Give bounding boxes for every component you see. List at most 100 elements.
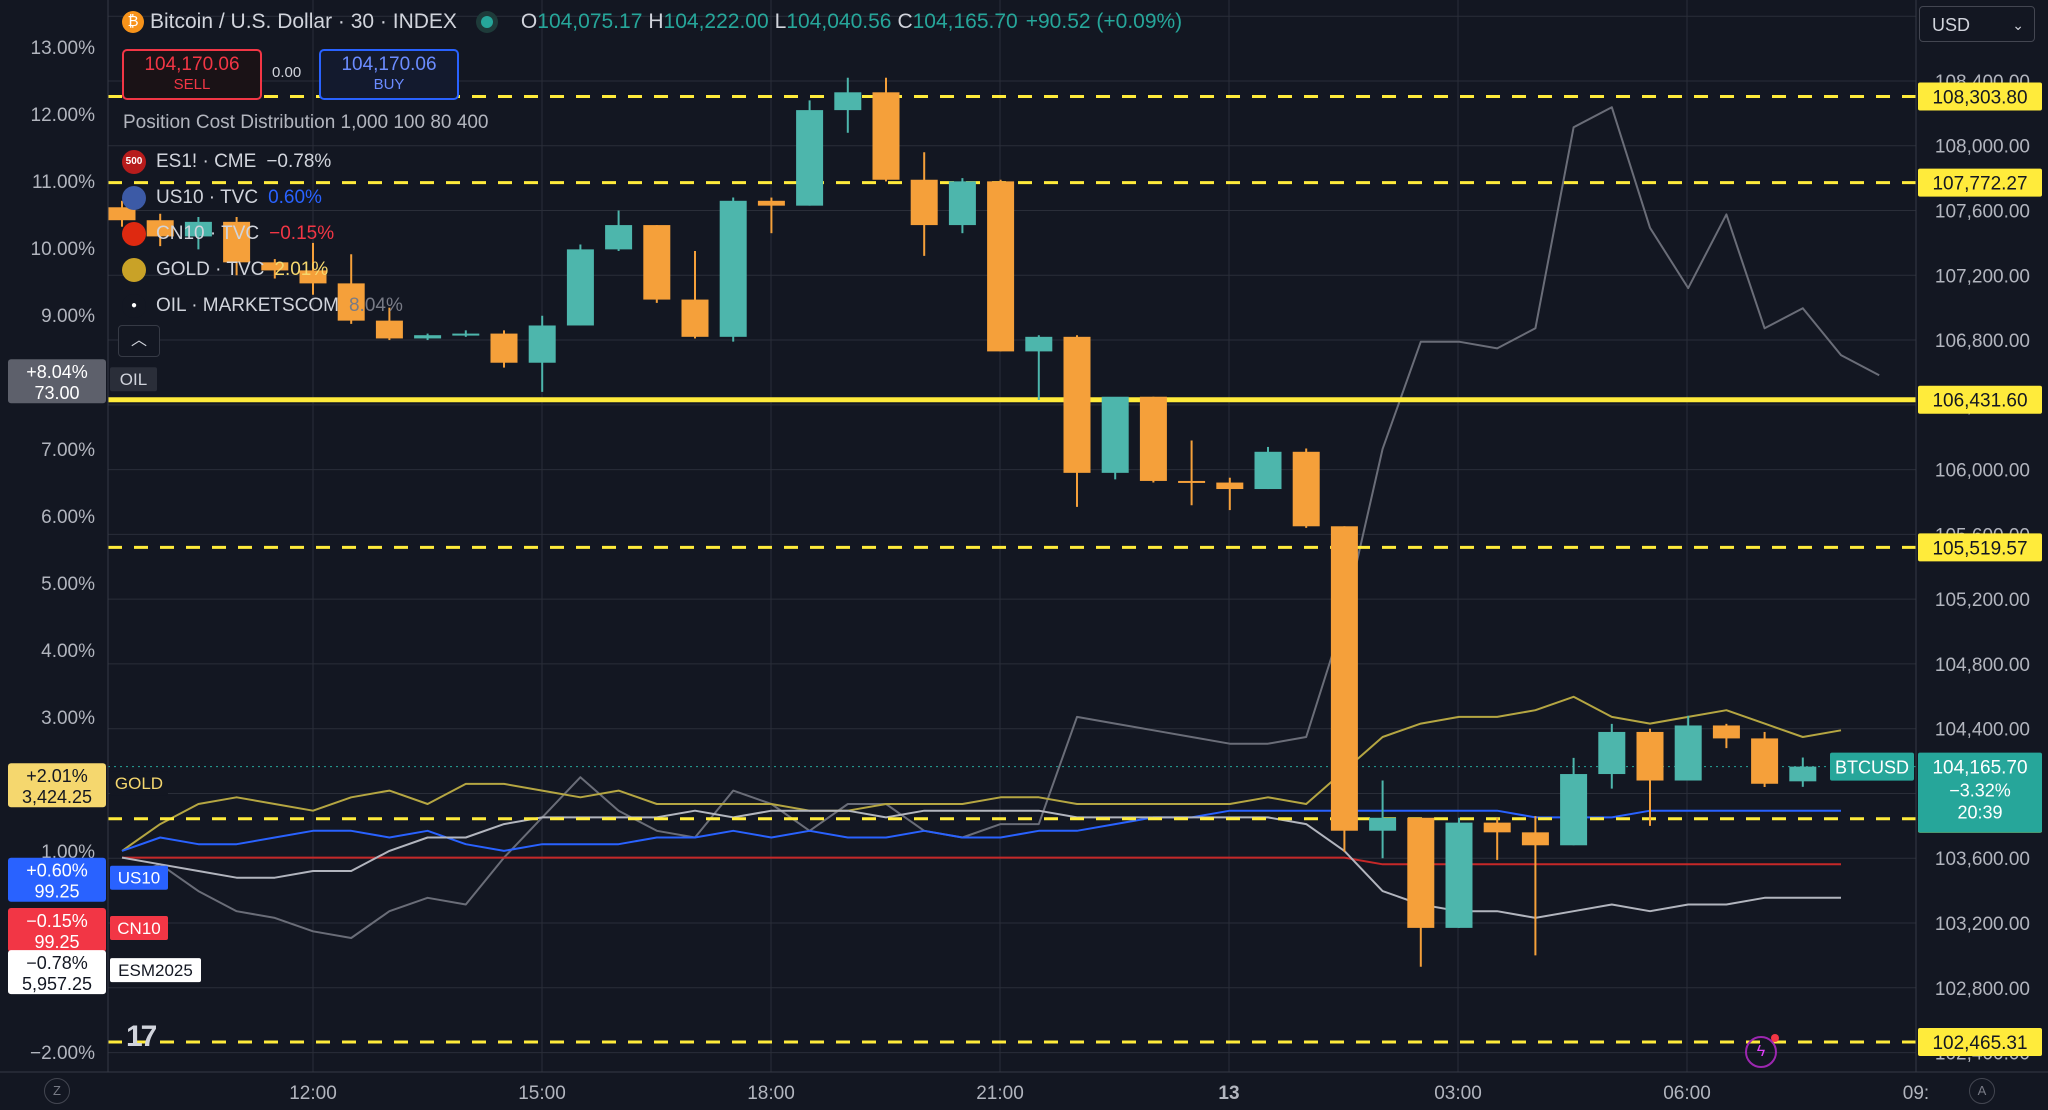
y-tick-label-percent: 7.00% [41,440,95,461]
compare-symbol-row[interactable]: ● OIL · MARKETSCOM 8.04% [122,288,403,324]
candle-body [490,333,518,363]
y-tick-label-percent: 1.00% [41,842,95,863]
compare-line-esm2025 [121,809,1841,919]
y-tick-label-price: 102,800.00 [1935,979,2030,1000]
oil-drop-icon: ● [122,294,146,318]
sell-button[interactable]: 104,170.06 SELL [122,49,262,100]
low-label: L [774,10,787,33]
market-status-icon [480,16,493,29]
y-tick-label-percent: 3.00% [41,708,95,729]
candle-body [1369,817,1397,831]
candle-body [872,92,900,180]
change-value: +90.52 (+0.09%) [1025,10,1183,33]
left-badge-tag: US10 [118,869,161,888]
price-line-label-bg [1918,533,2042,562]
candle-body [1445,822,1473,928]
open-label: O [520,10,538,33]
compare-symbol-name: ES1! · CME [156,151,257,172]
lightning-icon[interactable]: ϟ [1745,1034,1779,1068]
left-badge-tag-bg [110,367,157,392]
price-line-label-bg [1918,385,2042,414]
y-tick-label-percent: 10.00% [31,239,96,260]
y-tick-label-percent: 5.00% [41,574,95,595]
collapse-legend-button[interactable]: ︿ [118,325,160,357]
compare-symbol-change: 8.04% [348,295,403,316]
y-tick-label-percent: 4.00% [41,641,95,662]
compare-line-us10 [121,809,1841,852]
auto-scale-button[interactable]: A [1969,1078,1995,1104]
y-tick-label-percent: 13.00% [31,38,96,59]
left-badge-tag: GOLD [115,774,163,793]
candle-body [719,200,747,337]
candle-body [299,270,327,284]
us-flag-icon [122,186,146,210]
last-price-label-bg [1918,752,2042,833]
compare-symbol-name: CN10 · TVC [156,223,260,244]
y-tick-label-percent: 12.00% [31,105,96,126]
candle-body [1521,832,1549,846]
price-line-label-bg [1918,1027,2042,1056]
candle-body [566,249,594,326]
last-price-value: 104,165.70 [1932,758,2027,779]
sp500-icon: 500 [122,150,146,174]
left-badge-value: 5,957.25 [22,974,92,994]
spread-value: 0.00 [272,64,302,81]
y-tick-label-percent: 9.00% [41,306,95,327]
candle-body [834,92,862,111]
left-badge-bg [8,857,106,902]
bitcoin-icon: ₿ [122,11,144,34]
candle-body [337,283,365,321]
compare-symbol-change: 2.01% [274,259,329,280]
last-price-symbol-bg [1830,752,1914,781]
candle-body [414,335,442,339]
compare-symbol-row[interactable]: US10 · TVC 0.60% [122,180,403,216]
compare-symbol-row[interactable]: CN10 · TVC −0.15% [122,216,403,252]
candle-body [375,320,403,339]
left-badge-tag-bg [110,771,168,796]
position-cost-distribution[interactable]: Position Cost Distribution 1,000 100 80 … [123,112,489,133]
candle-body [1598,731,1626,775]
last-price-countdown: 20:39 [1957,803,2002,823]
compare-symbol-name: US10 · TVC [156,187,259,208]
candle-body [1712,725,1740,739]
y-tick-label-percent: −2.00% [30,1043,95,1064]
sell-label: SELL [173,76,211,93]
left-badge-value: 73.00 [34,383,79,403]
left-badge-percent: −0.15% [26,911,88,931]
compare-symbol-row[interactable]: GOLD · TVC 2.01% [122,252,403,288]
left-badge-tag: ESM2025 [118,961,193,980]
compare-symbol-row[interactable]: 500 ES1! · CME −0.78% [122,144,403,180]
x-tick-label: 03:00 [1434,1083,1482,1104]
x-tick-label: 06:00 [1663,1083,1711,1104]
symbol-legend: ₿ Bitcoin / U.S. Dollar · 30 · INDEX O 104,… [122,10,1182,34]
left-badge-bg [8,763,106,808]
candle-body [1789,766,1817,782]
candle-body [1483,822,1511,833]
candle-body [1139,396,1167,481]
candle-body [1330,526,1358,831]
left-badge-value: 99.25 [34,882,79,902]
left-badge-percent: +2.01% [26,766,88,786]
chevron-up-icon: ︿ [130,332,147,349]
left-badge-bg [8,907,106,952]
candle-body [1751,738,1779,784]
close-value: 104,165.70 [912,10,1018,33]
candle-body [1101,396,1129,473]
left-badge-percent: +0.60% [26,861,88,881]
x-tick-label: 12:00 [289,1083,337,1104]
candle-body [223,221,251,263]
close-label: C [897,10,913,33]
timezone-button[interactable]: Z [44,1078,70,1104]
currency-select[interactable]: USD ⌄ [1919,6,2035,42]
candle-body [1560,774,1588,846]
candle-body [1636,731,1664,781]
buy-button[interactable]: 104,170.06 BUY [319,49,459,100]
candle-body [605,225,633,250]
candle-body [643,225,671,300]
candle-body [796,110,824,206]
left-badge-tag: CN10 [117,919,160,938]
compare-symbol-change: 0.60% [268,187,322,208]
left-badge-tag-bg [110,865,168,890]
symbol-title[interactable]: Bitcoin / U.S. Dollar · 30 · INDEX [150,10,457,33]
